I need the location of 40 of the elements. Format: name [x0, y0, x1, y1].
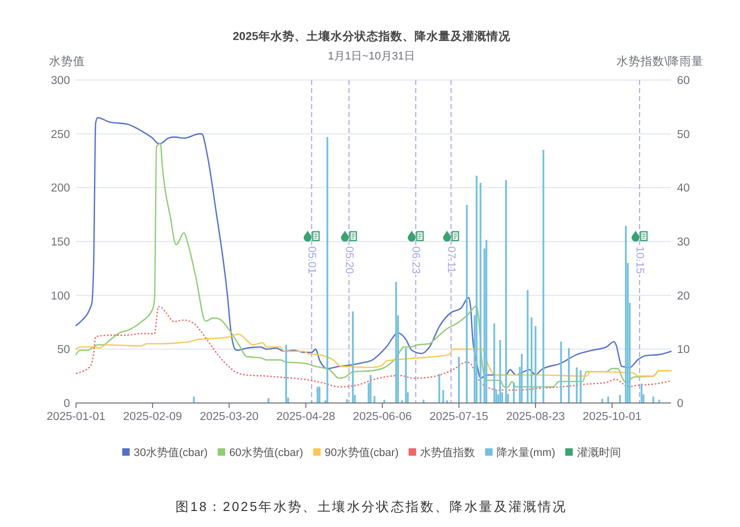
y2-tick-label: 10	[677, 344, 690, 356]
legend-label: 90水势值(cbar)	[324, 446, 399, 459]
y-tick-label: 150	[50, 236, 70, 249]
y2-tick-label: 30	[677, 236, 690, 249]
legend-label: 60水势值(cbar)	[229, 446, 304, 459]
line-series	[75, 306, 672, 391]
y2-tick-label: 50	[677, 128, 690, 141]
y-tick-label: 50	[57, 344, 70, 356]
ref-line-label: 06.23	[410, 246, 422, 274]
x-tick-label: 2025-08-23	[506, 411, 565, 423]
y-tick-label: 100	[50, 290, 70, 302]
y-tick-label: 200	[50, 182, 70, 195]
y2-tick-label: 40	[677, 182, 690, 195]
ref-line-label: 05.01	[306, 246, 318, 274]
y2-axis-title: 水势指数\降雨量	[616, 55, 704, 68]
y-tick-label: 250	[50, 128, 70, 141]
x-tick-label: 2025-07-15	[430, 411, 488, 423]
chart-subtitle: 1月1日~10月31日	[328, 50, 416, 62]
ref-line-label: 05.20	[342, 246, 355, 274]
legend-label: 降水量(mm)	[496, 446, 556, 459]
y2-tick-label: 60	[677, 75, 690, 88]
y-axis-title: 水势值	[49, 55, 85, 68]
y2-tick-label: 20	[677, 290, 690, 302]
legend-label: 30水势值(cbar)	[134, 446, 208, 459]
caption: 图18：2025年水势、土壤水分状态指数、降水量及灌溉情况	[176, 499, 568, 514]
chart-title: 2025年水势、土壤水分状态指数、降水量及灌溉情况	[232, 29, 512, 43]
y-tick-label: 0	[64, 398, 70, 410]
y-tick-label: 300	[50, 75, 70, 88]
x-tick-label: 2025-06-06	[352, 411, 412, 423]
legend-label: 灌溉时间	[576, 446, 621, 459]
ref-line-label: 10.15	[634, 246, 646, 274]
legend-label: 水势值指数	[420, 446, 476, 459]
ref-line-label: 07.11	[445, 246, 458, 274]
line-series	[75, 333, 672, 377]
x-tick-label: 2025-10-01	[582, 411, 642, 423]
x-tick-label: 2025-02-09	[123, 411, 182, 423]
x-tick-label: 2025-01-01	[46, 411, 106, 423]
x-tick-label: 2025-04-28	[276, 411, 336, 423]
y2-tick-label: 0	[677, 398, 684, 410]
x-tick-label: 2025-03-20	[200, 411, 259, 423]
